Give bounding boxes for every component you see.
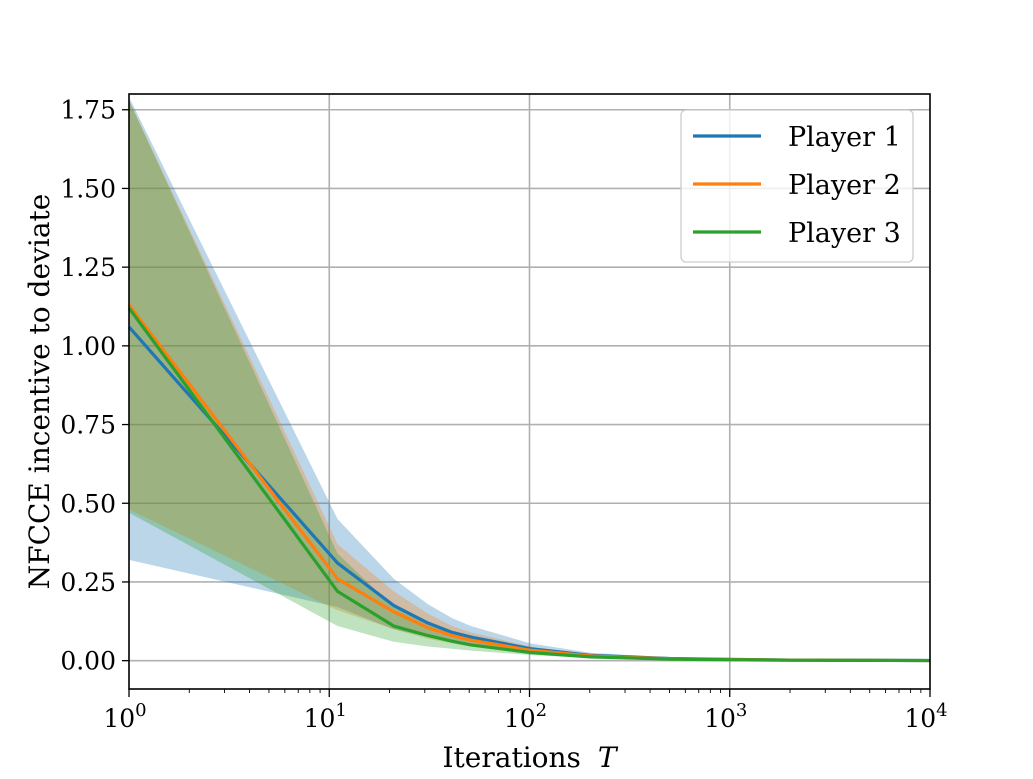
series-lines	[127, 303, 931, 663]
legend: Player 1 Player 2 Player 3	[680, 109, 914, 263]
x-tick-label-exponent: 3	[736, 700, 747, 721]
confidence-bands	[129, 97, 930, 661]
axis-labels: Iterations T NFCCE incentive to deviate	[23, 194, 619, 774]
line-player-3	[127, 307, 931, 663]
legend-box	[680, 109, 914, 263]
x-axis-label-variable: T	[598, 741, 619, 774]
x-axis-label: Iterations T	[442, 741, 618, 774]
legend-label-player-2: Player 2	[788, 170, 901, 201]
y-tick-label: 0.75	[60, 411, 116, 440]
y-tick-label: 0.00	[60, 647, 116, 676]
x-tick-label-base: 10	[103, 704, 135, 733]
x-tick-label: 101	[304, 700, 347, 733]
x-tick-label: 100	[103, 700, 146, 733]
x-tick-label: 104	[904, 700, 947, 733]
x-tick-label: 102	[504, 700, 547, 733]
y-tick-label: 1.75	[60, 96, 116, 125]
x-tick-label-base: 10	[704, 704, 736, 733]
x-tick-label-exponent: 1	[335, 700, 346, 721]
y-tick-label: 0.25	[60, 568, 116, 597]
x-tick-label-exponent: 0	[135, 700, 146, 721]
x-axis-label-text: Iterations	[442, 741, 580, 774]
x-tick-label-exponent: 2	[536, 700, 547, 721]
x-tick-label-base: 10	[904, 704, 936, 733]
y-tick-label: 0.50	[60, 489, 116, 518]
band-player-1	[129, 97, 930, 661]
x-tick-label-base: 10	[504, 704, 536, 733]
y-tick-label: 1.00	[60, 332, 116, 361]
x-tick-label-exponent: 4	[936, 700, 947, 721]
legend-label-player-3: Player 3	[788, 218, 901, 249]
legend-label-player-1: Player 1	[788, 122, 901, 153]
y-tick-label: 1.50	[60, 174, 116, 203]
y-tick-label: 1.25	[60, 253, 116, 282]
x-tick-label-base: 10	[304, 704, 336, 733]
x-tick-label: 103	[704, 700, 747, 733]
y-axis-label: NFCCE incentive to deviate	[23, 194, 56, 590]
